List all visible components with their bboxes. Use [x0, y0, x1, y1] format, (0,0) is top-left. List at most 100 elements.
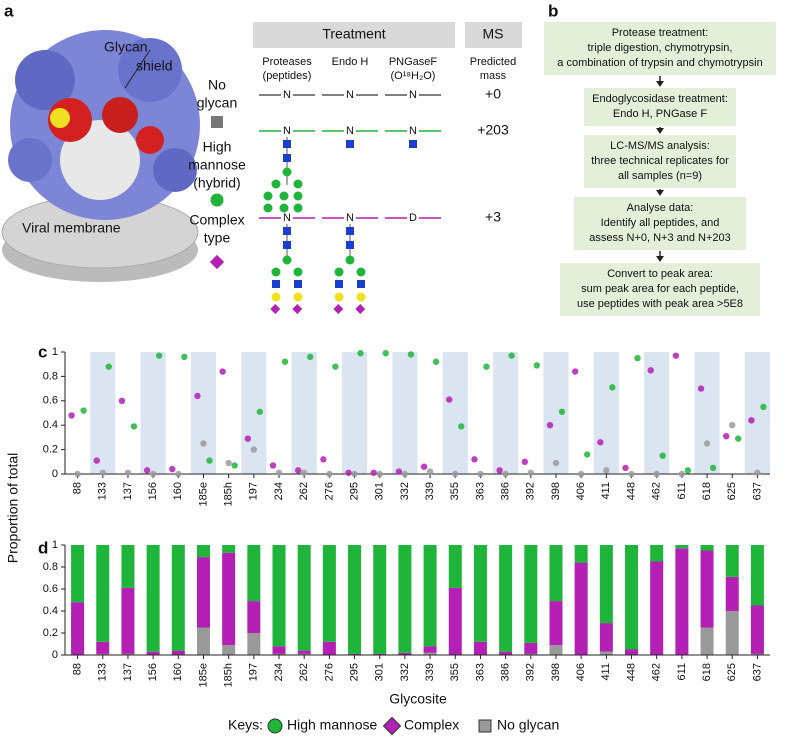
point: [723, 432, 730, 440]
residue-bg: [281, 124, 293, 138]
point: [351, 470, 358, 478]
bar-segment: [750, 545, 764, 606]
bar-segment: [247, 601, 261, 633]
point: [502, 470, 509, 478]
bar-segment: [196, 627, 210, 655]
band: [90, 352, 116, 474]
x-tick-label: 448: [625, 482, 637, 500]
bar-segment: [675, 548, 689, 655]
step-box: [584, 135, 736, 188]
bar-segment: [423, 545, 437, 647]
x-tick-label: 398: [550, 663, 562, 681]
point: [653, 470, 660, 478]
row-label: (hybrid): [193, 175, 240, 191]
bar-segment: [121, 653, 135, 655]
step-box: [584, 88, 736, 126]
point: [200, 440, 207, 447]
x-tick-label: 448: [625, 663, 637, 681]
point: [143, 467, 151, 474]
x-tick-label: 339: [424, 663, 436, 681]
bar-segment: [499, 545, 513, 652]
row-label: mannose: [188, 157, 246, 173]
bar-segment: [574, 562, 588, 655]
x-tick-label: 637: [751, 482, 763, 500]
point: [533, 362, 541, 369]
residue-bg: [407, 88, 419, 102]
panel-label: d: [38, 538, 48, 557]
point: [558, 408, 566, 415]
x-tick-label: 355: [449, 663, 461, 681]
bar-segment: [398, 652, 412, 655]
y-tick-label: 0.8: [43, 561, 58, 573]
legend-swatch: [478, 719, 492, 733]
x-tick-label: 398: [550, 482, 562, 500]
x-tick-label: 301: [374, 663, 386, 681]
step-text: triple digestion, chymotrypsin,: [588, 42, 733, 54]
bar-segment: [524, 653, 538, 655]
point: [306, 353, 314, 361]
arrow-head: [656, 256, 664, 262]
x-tick-label: 197: [248, 663, 260, 681]
bar-segment: [599, 545, 613, 624]
residue: N: [283, 125, 291, 137]
bar-segment: [272, 545, 286, 647]
panel-label: a: [4, 1, 14, 20]
bar-segment: [71, 545, 85, 603]
residue-bg: [344, 124, 356, 138]
bar-segment: [373, 653, 387, 655]
bar-segment: [725, 545, 739, 577]
bar-segment: [499, 651, 513, 655]
x-tick-label: 295: [348, 663, 360, 681]
x-tick-label: 411: [600, 482, 612, 500]
header-box: [465, 22, 522, 48]
point: [130, 423, 138, 430]
bar-segment: [348, 545, 362, 654]
point: [571, 368, 579, 375]
step-box: [544, 22, 776, 75]
point: [175, 470, 182, 478]
bar-segment: [700, 627, 714, 655]
step-text: Protease treatment:: [612, 27, 709, 39]
band: [190, 352, 217, 474]
row-label: type: [204, 230, 231, 246]
legend-swatch: [382, 716, 402, 736]
point: [269, 462, 277, 469]
x-tick-label: 625: [726, 482, 738, 500]
point: [735, 435, 742, 442]
band: [291, 352, 317, 474]
step-text: Analyse data:: [627, 202, 694, 214]
point: [231, 462, 238, 469]
bar-segment: [574, 545, 588, 563]
bar-segment: [297, 653, 311, 655]
charts: 0 0.2 0.4 0.6 0.8 1 88 133 137 156 160 185e 185h 197 2…: [43, 346, 770, 687]
residue-bg: [281, 211, 293, 225]
residue-bg: [344, 211, 356, 225]
point: [155, 352, 163, 359]
bar-segment: [448, 587, 462, 655]
y-tick-label: 0.2: [43, 444, 58, 456]
step-text: assess N+0, N+3 and N+203: [589, 232, 731, 244]
bar-segment: [549, 645, 563, 655]
point: [99, 469, 106, 476]
x-tick-label: 392: [525, 663, 537, 681]
x-tick-label: 611: [676, 663, 688, 681]
x-axis-label: Glycosite: [389, 691, 447, 707]
x-tick-label: 618: [701, 663, 713, 681]
step-text: Convert to peak area:: [607, 268, 713, 280]
point: [458, 423, 465, 430]
point: [149, 470, 157, 478]
x-tick-label: 262: [298, 663, 310, 681]
label: Glycan: [104, 39, 148, 55]
x-tick-label: 234: [273, 482, 285, 500]
residue-bg: [407, 124, 419, 138]
bar-segment: [373, 545, 387, 654]
x-tick-label: 332: [399, 663, 411, 681]
bar-segment: [121, 545, 135, 588]
virus-illustration: [1, 30, 200, 282]
bar-segment: [700, 550, 714, 628]
point: [527, 469, 535, 476]
point: [382, 350, 389, 357]
bar-segment: [322, 545, 336, 642]
point: [496, 467, 503, 474]
y-tick-label: 0: [52, 468, 58, 480]
